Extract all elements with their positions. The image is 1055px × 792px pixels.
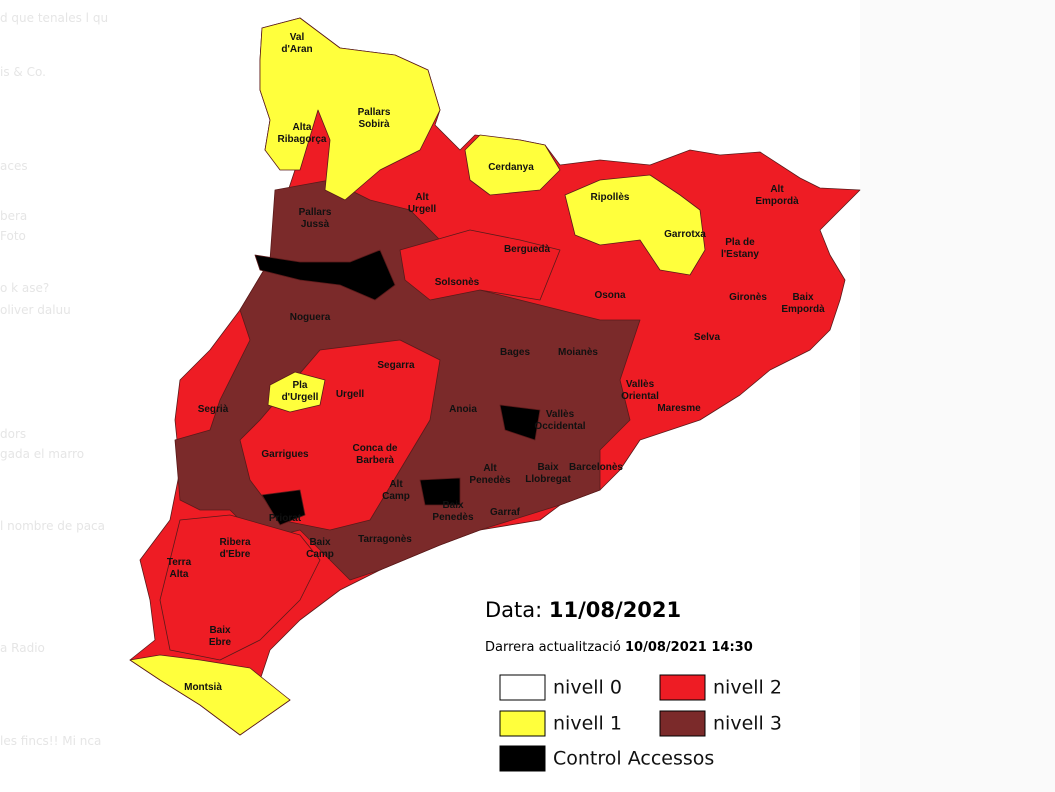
region-label: Vallès Occidental <box>534 409 585 432</box>
region-label: Baix Empordà <box>781 292 825 315</box>
region-labels: Val d'Aran Alta Ribagorça Pallars Sobirà Palla… <box>167 32 825 693</box>
region-label: Alt Empordà <box>755 184 799 207</box>
region-label: Pla de l'Estany <box>721 237 759 260</box>
region-label: Alt Urgell <box>408 192 437 215</box>
region-label: Berguedà <box>504 244 551 255</box>
legend-swatch <box>499 674 546 701</box>
region-label: Ripollès <box>591 192 630 203</box>
right-panel <box>860 0 1055 792</box>
region-label: Alt Camp <box>382 479 410 502</box>
legend-swatch <box>499 745 546 772</box>
region-label: Garraf <box>490 507 521 518</box>
region-label: Cerdanya <box>488 162 534 173</box>
legend-label: nivell 0 <box>553 677 622 699</box>
legend-swatch <box>659 710 706 737</box>
region-label: Anoia <box>449 404 477 415</box>
ghost-text: oliver daluu <box>0 303 71 317</box>
region-label: Solsonès <box>435 277 480 288</box>
legend-label: nivell 3 <box>713 713 782 735</box>
update-label: Darrera actualització <box>485 640 621 655</box>
area-yellow <box>464 134 561 196</box>
legend: nivell 0 nivell 1 nivell 2 nivell 3 Control … <box>499 674 782 772</box>
region-label: Alta Ribagorça <box>278 122 327 145</box>
region-label: Segarra <box>377 360 415 371</box>
legend-label: Control Accessos <box>553 748 714 770</box>
date: Data: 11/08/2021 <box>485 598 681 622</box>
region-label: Conca de Barberà <box>352 443 397 466</box>
region-label: Moianès <box>558 347 598 358</box>
region-label: Garrigues <box>261 449 309 460</box>
region-label: Baix Llobregat <box>525 462 571 485</box>
region-label: Baix Ebre <box>209 625 232 648</box>
ghost-text: gada el marro <box>0 447 84 461</box>
ghost-text: a Radio <box>0 641 45 655</box>
area-black <box>419 477 461 506</box>
area-red <box>159 514 321 661</box>
area-yellow <box>564 174 706 276</box>
update-value: 10/08/2021 14:30 <box>625 640 753 655</box>
ghost-text: aces <box>0 159 28 173</box>
area-black <box>254 249 396 301</box>
area-black <box>499 404 541 441</box>
ghost-text: dors <box>0 427 26 441</box>
legend-label: nivell 1 <box>553 713 622 735</box>
ghost-text: o k ase? <box>0 281 49 295</box>
region-label: Gironès <box>729 292 767 303</box>
region-label: Baix Camp <box>306 537 334 560</box>
area-yellow <box>259 17 441 201</box>
region-label: Urgell <box>336 389 365 400</box>
region-label: Baix Penedès <box>432 500 474 523</box>
ghost-text: Foto <box>0 229 26 243</box>
ghost-text: bera <box>0 209 27 223</box>
region-label: Pallars Sobirà <box>358 107 391 130</box>
legend-swatch <box>499 710 546 737</box>
region-label: Maresme <box>657 403 701 414</box>
region-label: Osona <box>594 290 626 301</box>
region-label: Bages <box>500 347 530 358</box>
date-value: 11/08/2021 <box>549 598 681 622</box>
legend-swatch <box>659 674 706 701</box>
date-label: Data: <box>485 598 542 622</box>
ghost-text: d que tenales l qu <box>0 11 108 25</box>
legend-label: nivell 2 <box>713 677 782 699</box>
region-label: Alt Penedès <box>469 463 511 486</box>
update: Darrera actualització 10/08/2021 14:30 <box>485 640 753 655</box>
region-label: Tarragonès <box>358 534 412 545</box>
area-black <box>261 489 306 526</box>
region-label: Noguera <box>290 312 331 323</box>
region-label: Montsià <box>184 682 222 693</box>
ghost-text: is & Co. <box>0 65 46 79</box>
ghost-text: l nombre de paca <box>0 519 105 533</box>
area-yellow <box>267 371 326 413</box>
map <box>129 17 861 736</box>
area-yellow <box>129 654 291 736</box>
region-label: Terra Alta <box>167 557 192 580</box>
region-label: Pla d'Urgell <box>282 380 319 403</box>
area-red <box>399 229 561 301</box>
region-label: Selva <box>694 332 721 343</box>
background-text: d que tenales l qu is & Co. aces bera Foto o … <box>0 11 108 748</box>
region-label: Ribera d'Ebre <box>219 537 251 560</box>
region-label: Segrià <box>198 404 229 415</box>
region-label: Pallars Jussà <box>299 207 332 230</box>
region-label: Barcelonès <box>569 462 623 473</box>
region-label: Priorat <box>269 513 302 524</box>
region-label: Vallès Oriental <box>621 379 659 402</box>
region-label: Garrotxa <box>664 229 706 240</box>
ghost-text: les fincs!! Mi nca <box>0 734 101 748</box>
region-label: Val d'Aran <box>281 32 312 55</box>
